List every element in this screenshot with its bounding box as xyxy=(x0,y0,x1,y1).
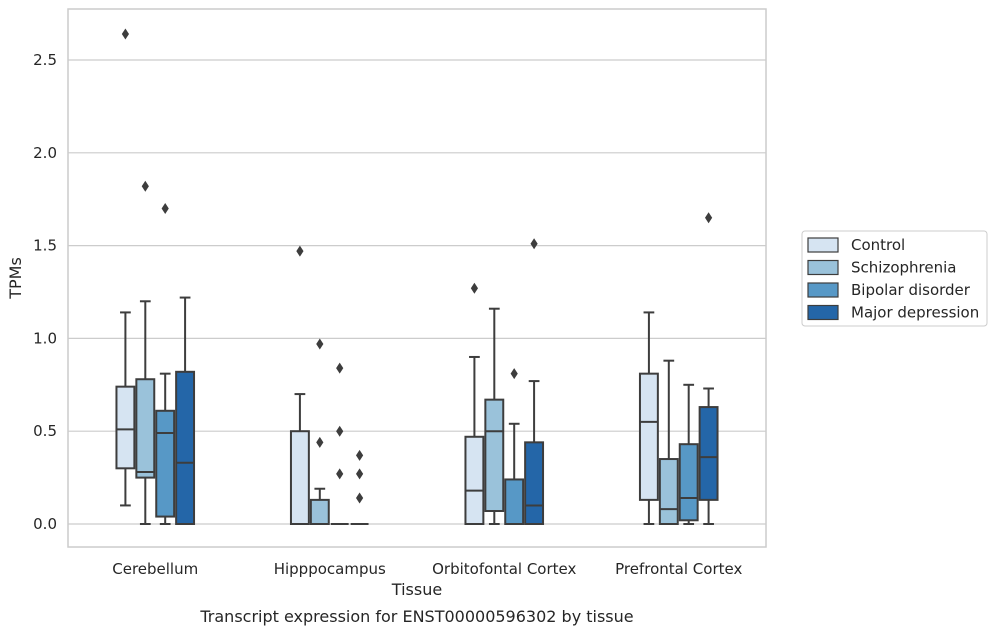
x-axis-label: Tissue xyxy=(391,580,442,599)
box-plot xyxy=(524,238,545,525)
x-tick-label: Orbitofontal Cortex xyxy=(432,560,576,578)
box-iqr xyxy=(524,441,545,525)
box-iqr xyxy=(175,370,196,526)
y-tick-label: 2.5 xyxy=(33,51,57,69)
legend-label: Schizophrenia xyxy=(851,259,956,277)
box-iqr xyxy=(484,398,505,513)
box-plot xyxy=(678,383,699,525)
box-iqr xyxy=(504,478,525,525)
y-tick-label: 0.5 xyxy=(33,422,57,440)
box-iqr xyxy=(309,498,330,526)
outlier-point xyxy=(316,338,324,350)
outlier-point xyxy=(470,282,479,294)
outlier-point xyxy=(336,425,344,437)
y-axis-label: TPMs xyxy=(6,257,25,300)
outlier-point xyxy=(296,245,304,257)
box-iqr xyxy=(115,385,136,470)
legend-frame xyxy=(801,230,988,327)
box-iqr xyxy=(678,443,699,522)
box-iqr xyxy=(464,435,485,526)
box-plot xyxy=(698,212,719,525)
box-iqr xyxy=(289,430,310,526)
y-tick-labels: 0.0 0.5 1.0 1.5 2.0 2.5 xyxy=(33,51,57,533)
outlier-point xyxy=(355,468,364,480)
outlier-point xyxy=(121,28,130,40)
outlier-point xyxy=(355,449,364,461)
box-plot xyxy=(115,28,136,507)
chart-caption: Transcript expression for ENST0000059630… xyxy=(199,607,633,626)
outlier-point xyxy=(704,212,713,224)
legend-swatch xyxy=(807,282,839,298)
y-tick-label: 0.0 xyxy=(33,515,57,533)
box-plot xyxy=(135,180,156,525)
outlier-point xyxy=(530,238,538,250)
x-tick-labels: Cerebellum Hipppocampus Orbitofontal Corte… xyxy=(112,560,742,578)
box-plot xyxy=(289,245,310,526)
y-tick-label: 1.5 xyxy=(33,237,57,255)
x-tick-label: Cerebellum xyxy=(112,560,198,578)
legend: Control Schizophrenia Bipolar disorder Majo… xyxy=(801,230,988,327)
box-plot xyxy=(504,368,525,525)
box-iqr xyxy=(135,378,156,479)
outlier-point xyxy=(336,362,344,374)
legend-swatch xyxy=(807,237,839,253)
box-iqr xyxy=(698,406,719,501)
legend-swatch xyxy=(807,259,839,276)
box-iqr xyxy=(155,409,176,518)
box-plot xyxy=(638,311,659,525)
legend-swatch xyxy=(807,304,839,321)
legend-label: Bipolar disorder xyxy=(851,281,971,299)
box-iqr xyxy=(658,458,679,526)
outlier-point xyxy=(336,468,344,480)
box-plot xyxy=(330,362,349,525)
outlier-point xyxy=(355,492,364,504)
x-tick-label: Prefrontal Cortex xyxy=(615,560,742,578)
boxes xyxy=(115,28,719,526)
outlier-point xyxy=(316,436,324,448)
y-tick-label: 1.0 xyxy=(33,329,57,347)
box-plot xyxy=(350,449,369,525)
box-plot xyxy=(484,307,505,525)
box-plot xyxy=(464,282,485,526)
legend-label: Control xyxy=(851,236,905,254)
y-tick-label: 2.0 xyxy=(33,144,57,162)
box-iqr xyxy=(638,372,659,501)
x-tick-label: Hipppocampus xyxy=(274,560,386,578)
outlier-point xyxy=(510,368,518,380)
box-plot xyxy=(175,296,196,526)
legend-label: Major depression xyxy=(851,304,979,322)
outlier-point xyxy=(141,180,149,192)
box-plot xyxy=(309,338,330,526)
box-plot xyxy=(658,359,679,526)
outlier-point xyxy=(161,202,169,214)
box-plot xyxy=(155,202,176,525)
